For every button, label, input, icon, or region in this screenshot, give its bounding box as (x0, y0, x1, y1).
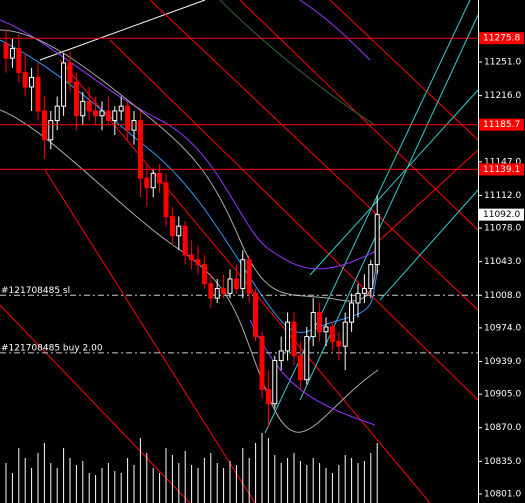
pitchfork-line (264, 0, 471, 434)
candle-body (310, 312, 316, 338)
price-tag (479, 208, 524, 221)
candle-body (29, 76, 35, 88)
channel-line (329, 0, 479, 141)
candle-body (278, 350, 284, 362)
level-label: 11139.1 (483, 165, 520, 175)
candle-body (208, 283, 214, 299)
candle-body (176, 225, 182, 237)
channel-line (44, 169, 256, 503)
candle-body (3, 43, 9, 59)
level-tag (479, 163, 524, 176)
candle-body (54, 105, 60, 122)
candle-body (304, 336, 310, 381)
candle-body (240, 259, 246, 290)
candle-body (195, 259, 201, 266)
pitchfork-line (299, 14, 479, 401)
candle-body (22, 72, 28, 88)
candle-body (214, 288, 220, 299)
candle-body (35, 76, 41, 112)
candle-body (150, 172, 156, 189)
level-tag (479, 118, 524, 131)
candle-body (61, 62, 67, 107)
y-tick-label: 10905.0 (484, 390, 521, 400)
candle-body (112, 110, 118, 122)
candle-body (297, 355, 303, 381)
candle-body (374, 214, 380, 266)
candle-body (265, 388, 271, 405)
candle-body (285, 321, 291, 352)
candle-body (86, 100, 92, 112)
candle-body (368, 264, 374, 290)
candle-body (131, 120, 137, 131)
channel-line (149, 0, 479, 311)
candle-body (48, 120, 54, 141)
pitchfork-line (309, 89, 479, 276)
candle-body (329, 326, 335, 342)
candle-body (227, 278, 233, 294)
candle-body (336, 340, 342, 347)
candle-body (349, 302, 355, 323)
candle-body (272, 360, 278, 405)
candle-body (41, 110, 47, 141)
candle-body (163, 182, 169, 218)
candle-body (99, 110, 105, 117)
candle-body (80, 100, 86, 117)
level-tag (479, 32, 524, 45)
candle-body (221, 288, 227, 294)
candle-body (189, 254, 195, 261)
pitchfork-line (379, 189, 479, 301)
y-tick-label: 10870.0 (484, 423, 521, 433)
bollinger-band (0, 29, 379, 302)
y-tick-label: 10939.0 (484, 357, 521, 367)
candle-body (157, 172, 163, 184)
candle-body (342, 321, 348, 347)
candle-body (233, 278, 239, 290)
price-label: 11092.0 (483, 210, 520, 220)
channel-line (109, 39, 479, 401)
trend-line (39, 0, 206, 61)
candle-body (144, 177, 150, 189)
moving-average (0, 19, 379, 270)
candle-body (93, 110, 99, 117)
moving-average (219, 0, 376, 126)
bollinger-band (0, 109, 379, 433)
candle-body (9, 48, 15, 59)
candle-body (182, 225, 188, 256)
y-tick-label: 11078.0 (484, 224, 521, 234)
candle-body (361, 288, 367, 294)
level-label: 11185.7 (483, 120, 520, 130)
candle-body (317, 312, 323, 333)
candle-body (118, 105, 124, 112)
y-tick-label: 11112.0 (484, 191, 521, 201)
candle-body (105, 110, 111, 122)
candle-body (67, 62, 73, 83)
candle-body (73, 81, 79, 117)
candle-body (259, 336, 265, 390)
candle-body (201, 264, 207, 285)
candle-body (137, 120, 143, 179)
candle-body (16, 48, 22, 74)
level-label: 11275.8 (483, 34, 520, 44)
y-tick-label: 11008.0 (484, 291, 521, 301)
candle-body (246, 259, 252, 294)
y-tick-label: 11147.0 (484, 157, 521, 167)
candle-body (125, 105, 131, 131)
y-tick-label: 10801.0 (484, 489, 521, 499)
y-tick-label: 10974.0 (484, 323, 521, 333)
channel-line (0, 304, 191, 503)
candle-body (355, 292, 361, 304)
candle-body (291, 321, 297, 357)
y-tick-label: 11251.0 (484, 58, 521, 68)
candle-body (253, 292, 259, 338)
candle-body (323, 326, 329, 333)
order-label: #121708485 sl (1, 286, 70, 296)
moving-average (299, 0, 371, 61)
y-tick-label: 10835.0 (484, 457, 521, 467)
y-tick-label: 11216.0 (484, 91, 521, 101)
channel-line (379, 149, 479, 241)
candle-body (169, 216, 175, 237)
order-label: #121708485 buy 2.00 (1, 343, 103, 353)
y-tick-label: 11043.0 (484, 257, 521, 267)
